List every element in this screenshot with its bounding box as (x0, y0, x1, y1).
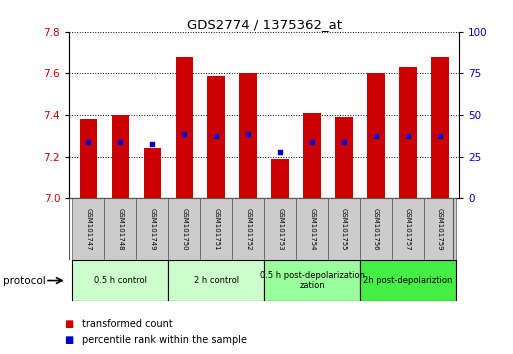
Text: GSM101747: GSM101747 (86, 208, 91, 251)
Bar (112, 115, 129, 198)
Point (212, 133, 221, 139)
Bar (72, 260, 168, 301)
Bar (296, 198, 328, 260)
Bar (424, 198, 456, 260)
Text: GSM101751: GSM101751 (213, 208, 219, 251)
Bar (207, 75, 225, 198)
Point (340, 139, 348, 145)
Text: 0.5 h post-depolarization
zation: 0.5 h post-depolarization zation (260, 271, 365, 290)
Bar (392, 198, 424, 260)
Bar (240, 74, 257, 198)
Text: GSM101749: GSM101749 (149, 208, 155, 251)
Bar (303, 113, 321, 198)
Point (276, 150, 284, 155)
Bar (271, 159, 289, 198)
Text: GSM101759: GSM101759 (437, 208, 443, 251)
Bar (431, 57, 449, 198)
Text: 2 h control: 2 h control (194, 276, 239, 285)
Bar (336, 117, 353, 198)
Text: GSM101752: GSM101752 (245, 208, 251, 251)
Bar (328, 198, 360, 260)
Text: GSM101748: GSM101748 (117, 208, 124, 251)
Text: ■: ■ (64, 335, 73, 345)
Bar (360, 198, 392, 260)
Bar (144, 148, 161, 198)
Point (308, 139, 316, 145)
Text: GSM101755: GSM101755 (341, 208, 347, 251)
Bar (360, 260, 456, 301)
Point (116, 139, 125, 145)
Text: percentile rank within the sample: percentile rank within the sample (82, 335, 247, 345)
Bar (80, 119, 97, 198)
Bar (175, 57, 193, 198)
Text: GSM101754: GSM101754 (309, 208, 315, 251)
Text: ■: ■ (64, 319, 73, 329)
Bar (399, 67, 417, 198)
Point (148, 141, 156, 147)
Bar (168, 260, 264, 301)
Text: 0.5 h control: 0.5 h control (94, 276, 147, 285)
Bar (232, 198, 264, 260)
Text: GSM101756: GSM101756 (373, 208, 379, 251)
Point (372, 133, 380, 139)
Bar (200, 198, 232, 260)
Point (244, 131, 252, 137)
Text: GSM101750: GSM101750 (181, 208, 187, 251)
Title: GDS2774 / 1375362_at: GDS2774 / 1375362_at (187, 18, 342, 31)
Text: GSM101757: GSM101757 (405, 208, 411, 251)
Bar (264, 198, 296, 260)
Point (404, 133, 412, 139)
Bar (168, 198, 200, 260)
Bar (105, 198, 136, 260)
Point (84, 139, 92, 145)
Bar (72, 198, 105, 260)
Point (180, 131, 188, 137)
Text: 2h post-depolariztion: 2h post-depolariztion (363, 276, 452, 285)
Bar (136, 198, 168, 260)
Bar (367, 74, 385, 198)
Bar (264, 260, 360, 301)
Point (436, 133, 444, 139)
Text: transformed count: transformed count (82, 319, 173, 329)
Text: GSM101753: GSM101753 (277, 208, 283, 251)
Text: protocol: protocol (3, 275, 45, 286)
